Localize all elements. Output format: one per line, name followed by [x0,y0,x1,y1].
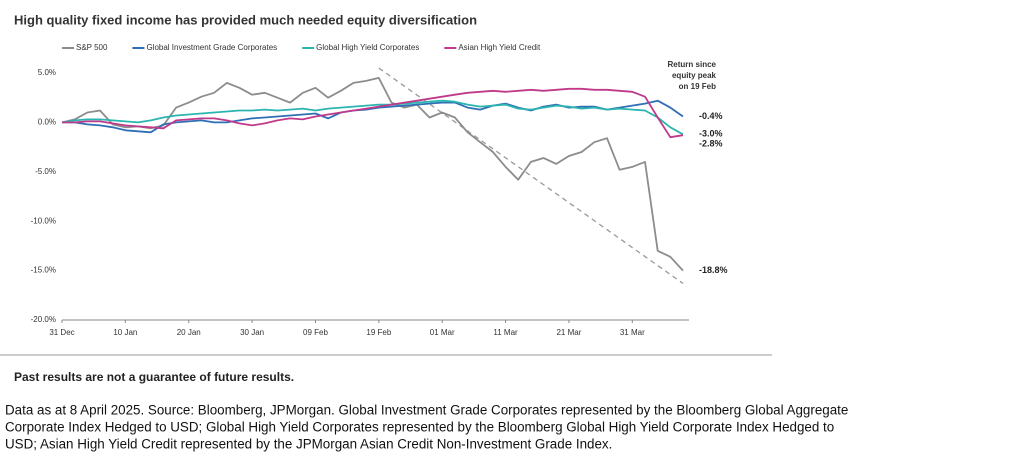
x-tick-label: 09 Feb [303,328,328,337]
series-line [62,87,684,139]
footnote: Corporate Index Hedged to USD; Global Hi… [5,420,834,435]
legend-label: Global High Yield Corporates [316,43,419,52]
legend-label: Global Investment Grade Corporates [146,43,277,52]
x-tick-label: 30 Jan [240,328,264,337]
x-tick-label: 20 Jan [177,328,201,337]
chart-title: High quality fixed income has provided m… [14,12,477,27]
end-label: -2.8% [699,139,723,149]
x-tick-label: 11 Mar [493,328,518,337]
end-label: -0.4% [699,111,723,121]
end-label: -18.8% [699,265,728,275]
x-tick-label: 01 Mar [430,328,455,337]
x-tick-label: 31 Mar [620,328,645,337]
x-tick-label: 10 Jan [113,328,137,337]
x-tick-label: 31 Dec [49,328,74,337]
trend-line [378,67,684,284]
y-tick-label: -5.0% [35,167,56,176]
x-tick-label: 19 Feb [366,328,391,337]
y-tick-label: -10.0% [31,216,56,225]
y-tick-label: 0.0% [38,118,56,127]
y-tick-label: -15.0% [31,266,56,275]
series-line [61,99,684,136]
annotation: on 19 Feb [679,82,716,91]
legend-label: Asian High Yield Credit [458,43,541,52]
end-label: -3.0% [699,129,723,139]
y-tick-label: 5.0% [38,68,56,77]
series-line [61,77,684,272]
legend-label: S&P 500 [76,43,108,52]
series-line [62,99,684,134]
x-tick-label: 21 Mar [556,328,581,337]
annotation: equity peak [672,71,717,80]
disclaimer: Past results are not a guarantee of futu… [14,370,294,384]
annotation: Return since [668,60,717,69]
footnote: USD; Asian High Yield Credit represented… [5,437,612,452]
footnote: Data as at 8 April 2025. Source: Bloombe… [5,403,848,418]
y-tick-label: -20.0% [31,315,56,324]
